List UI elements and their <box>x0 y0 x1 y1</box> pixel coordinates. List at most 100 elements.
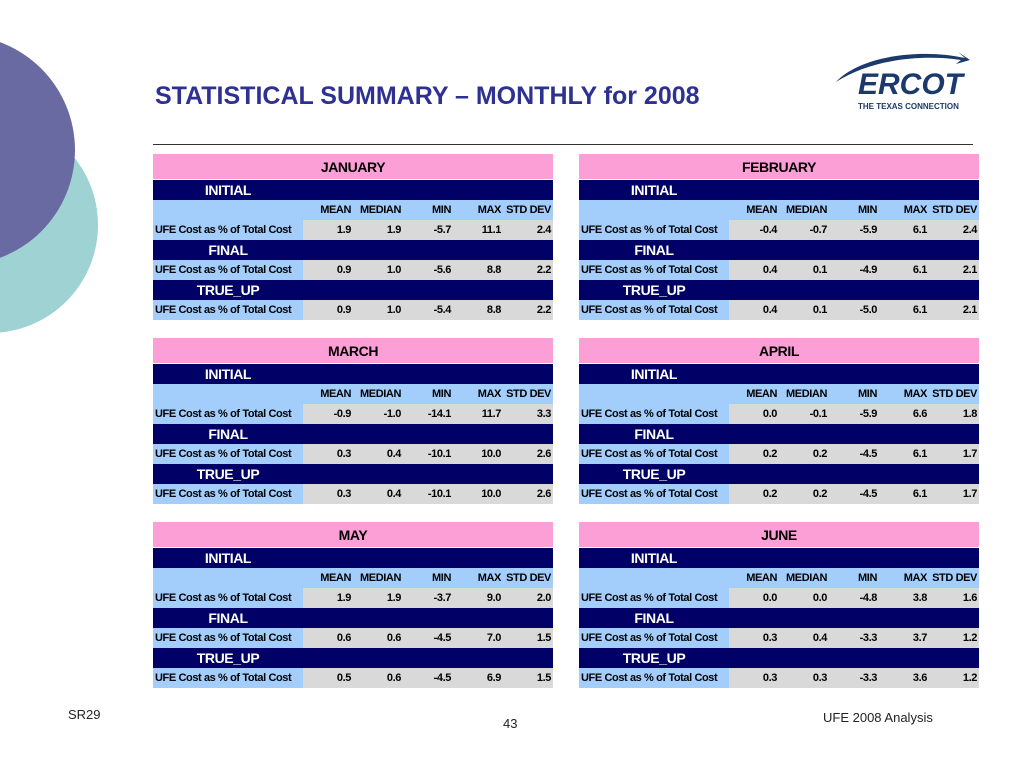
section-row: INITIAL <box>579 364 979 384</box>
month-table: MARCH INITIAL MEAN MEDIAN MIN MAX STD DEV UFE C… <box>153 338 553 504</box>
value-cell: 0.9 <box>303 299 353 320</box>
logo-name: ERCOT <box>858 68 966 101</box>
row-label: UFE Cost as % of Total Cost <box>579 443 729 464</box>
value-cell: 1.2 <box>929 667 979 688</box>
value-cell: 0.2 <box>779 443 829 464</box>
value-cell: 2.2 <box>503 299 553 320</box>
value-cell: -0.1 <box>779 403 829 424</box>
value-cell: -0.4 <box>729 219 779 240</box>
value-cell: 11.1 <box>453 219 503 240</box>
column-header: MEDIAN <box>779 567 829 588</box>
value-cell: 6.1 <box>879 259 929 280</box>
page-number: 43 <box>503 716 518 731</box>
section-name: FINAL <box>634 609 674 626</box>
section-row: TRUE_UP <box>579 647 979 668</box>
month-table: JANUARY INITIAL MEAN MEDIAN MIN MAX STD DEV UFE… <box>153 154 553 320</box>
logo: ERCOT THE TEXAS CONNECTION <box>836 52 970 111</box>
row-label: UFE Cost as % of Total Cost <box>579 627 729 648</box>
section-row: FINAL <box>579 423 979 444</box>
month-table: MAY INITIAL MEAN MEDIAN MIN MAX STD DEV UFE Cos… <box>153 522 553 688</box>
value-cell: 2.1 <box>929 299 979 320</box>
value-cell: -0.7 <box>779 219 829 240</box>
row-label: UFE Cost as % of Total Cost <box>153 219 303 240</box>
data-row: UFE Cost as % of Total Cost 0.0 0.0 -4.8 3.8… <box>579 587 979 608</box>
value-cell: 10.0 <box>453 443 503 464</box>
column-header-row: MEAN MEDIAN MIN MAX STD DEV <box>153 199 553 220</box>
data-row: UFE Cost as % of Total Cost 0.4 0.1 -4.9 6.1… <box>579 259 979 280</box>
data-row: UFE Cost as % of Total Cost 0.2 0.2 -4.5 6.1… <box>579 443 979 464</box>
value-cell: 6.9 <box>453 667 503 688</box>
value-cell: 2.2 <box>503 259 553 280</box>
row-label: UFE Cost as % of Total Cost <box>579 483 729 504</box>
row-label: UFE Cost as % of Total Cost <box>579 219 729 240</box>
column-header: MIN <box>403 383 453 404</box>
blank-cell <box>579 383 729 404</box>
value-cell: 1.5 <box>503 627 553 648</box>
section-name: TRUE_UP <box>196 281 260 298</box>
section-row: FINAL <box>153 607 553 628</box>
value-cell: 3.3 <box>503 403 553 424</box>
value-cell: 10.0 <box>453 483 503 504</box>
value-cell: -5.4 <box>403 299 453 320</box>
row-label: UFE Cost as % of Total Cost <box>579 259 729 280</box>
value-cell: 0.3 <box>303 443 353 464</box>
value-cell: 2.6 <box>503 443 553 464</box>
column-header: STD DEV <box>503 199 553 220</box>
value-cell: 0.4 <box>779 627 829 648</box>
value-cell: 1.7 <box>929 443 979 464</box>
value-cell: 2.0 <box>503 587 553 608</box>
row-label: UFE Cost as % of Total Cost <box>153 627 303 648</box>
value-cell: 6.1 <box>879 219 929 240</box>
value-cell: 6.1 <box>879 483 929 504</box>
column-header: MIN <box>403 199 453 220</box>
column-header: MEAN <box>729 199 779 220</box>
value-cell: 2.4 <box>503 219 553 240</box>
section-row: TRUE_UP <box>579 279 979 300</box>
footer-left: SR29 <box>68 707 101 722</box>
column-header: MEDIAN <box>779 199 829 220</box>
value-cell: 3.7 <box>879 627 929 648</box>
row-label: UFE Cost as % of Total Cost <box>153 443 303 464</box>
value-cell: 2.4 <box>929 219 979 240</box>
value-cell: -4.5 <box>403 667 453 688</box>
column-header: MEDIAN <box>353 567 403 588</box>
value-cell: 1.9 <box>303 219 353 240</box>
data-row: UFE Cost as % of Total Cost 1.9 1.9 -3.7 9.0… <box>153 587 553 608</box>
row-label: UFE Cost as % of Total Cost <box>579 587 729 608</box>
data-row: UFE Cost as % of Total Cost 0.3 0.4 -3.3 3.7… <box>579 627 979 648</box>
section-row: INITIAL <box>579 180 979 200</box>
value-cell: 11.7 <box>453 403 503 424</box>
blank-cell <box>579 199 729 220</box>
value-cell: 0.3 <box>729 667 779 688</box>
data-row: UFE Cost as % of Total Cost -0.4 -0.7 -5.9 6… <box>579 219 979 240</box>
value-cell: 1.5 <box>503 667 553 688</box>
value-cell: 0.4 <box>729 299 779 320</box>
value-cell: -10.1 <box>403 483 453 504</box>
section-row: TRUE_UP <box>153 647 553 668</box>
column-header: STD DEV <box>503 567 553 588</box>
column-header: MIN <box>829 567 879 588</box>
value-cell: -4.5 <box>829 483 879 504</box>
value-cell: 0.0 <box>729 587 779 608</box>
value-cell: 2.6 <box>503 483 553 504</box>
section-name: FINAL <box>208 609 248 626</box>
column-header: MIN <box>403 567 453 588</box>
month-header: JANUARY <box>153 154 553 179</box>
value-cell: 6.1 <box>879 443 929 464</box>
value-cell: 0.0 <box>779 587 829 608</box>
month-table: APRIL INITIAL MEAN MEDIAN MIN MAX STD DEV UFE C… <box>579 338 979 504</box>
value-cell: -10.1 <box>403 443 453 464</box>
column-header-row: MEAN MEDIAN MIN MAX STD DEV <box>153 567 553 588</box>
data-row: UFE Cost as % of Total Cost 0.9 1.0 -5.6 8.8… <box>153 259 553 280</box>
section-name: FINAL <box>208 241 248 258</box>
row-label: UFE Cost as % of Total Cost <box>153 587 303 608</box>
value-cell: -5.9 <box>829 219 879 240</box>
month-header: APRIL <box>579 338 979 363</box>
month-table: JUNE INITIAL MEAN MEDIAN MIN MAX STD DEV UFE Co… <box>579 522 979 688</box>
data-row: UFE Cost as % of Total Cost 0.5 0.6 -4.5 6.9… <box>153 667 553 688</box>
value-cell: 7.0 <box>453 627 503 648</box>
section-row: FINAL <box>153 239 553 260</box>
month-header: JUNE <box>579 522 979 547</box>
section-name: FINAL <box>634 425 674 442</box>
